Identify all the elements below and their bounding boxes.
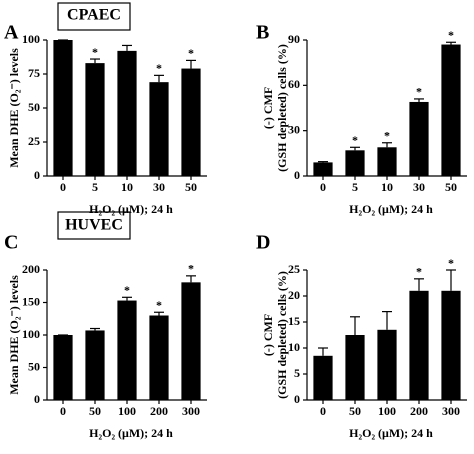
y-tick-label: 20 [288, 288, 300, 302]
x-axis-label: H₂O₂ (μM); 24 h [89, 202, 173, 216]
bar [313, 355, 333, 400]
y-tick-label: 200 [22, 262, 40, 276]
x-tick-label: 5 [352, 180, 358, 194]
x-tick-label: 0 [60, 404, 66, 418]
y-tick-label: 0 [34, 168, 40, 182]
significance-marker: * [188, 262, 194, 276]
bar [117, 50, 137, 176]
y-tick-label: 0 [294, 168, 300, 182]
panel-label: B [256, 22, 269, 44]
cell-label: HUVEC [65, 217, 123, 234]
cell-label-box [57, 2, 131, 31]
y-tick-label: 60 [288, 77, 300, 91]
x-tick-label: 200 [410, 404, 428, 418]
y-tick-label: 100 [22, 32, 40, 46]
significance-marker: * [416, 265, 422, 279]
y-tick-label: 10 [288, 340, 300, 354]
y-tick-label: 30 [288, 122, 300, 136]
x-tick-label: 50 [349, 404, 361, 418]
significance-marker: * [448, 28, 454, 42]
x-axis-label: H₂O₂ (μM); 24 h [349, 426, 433, 440]
y-tick-label: 50 [28, 359, 40, 373]
significance-marker: * [352, 133, 358, 147]
x-tick-label: 50 [185, 180, 197, 194]
y-axis-label: (-) CMF [261, 87, 275, 129]
y-tick-label: 100 [22, 327, 40, 341]
significance-marker: * [156, 61, 162, 75]
x-tick-label: 10 [121, 180, 133, 194]
bar [377, 147, 397, 176]
bar [441, 290, 461, 400]
x-tick-label: 100 [378, 404, 396, 418]
bar [313, 162, 333, 176]
bar [409, 290, 429, 400]
significance-marker: * [384, 129, 390, 143]
y-tick-label: 25 [288, 262, 300, 276]
significance-marker: * [188, 46, 194, 60]
y-axis-label: Mean DHE (O₂⁻) levels [7, 48, 21, 168]
x-axis-label: H₂O₂ (μM); 24 h [89, 426, 173, 440]
panel-label: D [256, 232, 270, 254]
bar [85, 63, 105, 177]
y-tick-label: 90 [288, 32, 300, 46]
y-tick-label: 25 [28, 134, 40, 148]
bar [53, 40, 73, 176]
y-axis-label: (-) CMF [261, 314, 275, 356]
bar [117, 300, 137, 400]
panel-label: A [4, 22, 19, 44]
x-tick-label: 100 [118, 404, 136, 418]
x-tick-label: 300 [442, 404, 460, 418]
y-tick-label: 150 [22, 294, 40, 308]
bar [85, 330, 105, 400]
x-tick-label: 50 [89, 404, 101, 418]
x-tick-label: 0 [320, 404, 326, 418]
x-tick-label: 10 [381, 180, 393, 194]
significance-marker: * [156, 298, 162, 312]
panel-label: C [4, 232, 18, 254]
x-tick-label: 300 [182, 404, 200, 418]
y-tick-label: 75 [28, 66, 40, 80]
x-tick-label: 0 [60, 180, 66, 194]
bar [181, 68, 201, 176]
bar [345, 335, 365, 400]
x-tick-label: 50 [445, 180, 457, 194]
bar [345, 150, 365, 176]
significance-marker: * [124, 283, 130, 297]
y-tick-label: 50 [28, 100, 40, 114]
cell-label: CPAEC [67, 7, 121, 24]
x-tick-label: 0 [320, 180, 326, 194]
bar [181, 282, 201, 400]
significance-marker: * [416, 85, 422, 99]
bar [149, 82, 169, 176]
x-axis-label: H₂O₂ (μM); 24 h [349, 202, 433, 216]
bar [409, 101, 429, 176]
x-tick-label: 5 [92, 180, 98, 194]
y-tick-label: 15 [288, 314, 300, 328]
bar [377, 329, 397, 400]
x-tick-label: 200 [150, 404, 168, 418]
x-tick-label: 30 [153, 180, 165, 194]
x-tick-label: 30 [413, 180, 425, 194]
y-axis-label: (GSH depleted) cells (%) [275, 44, 289, 172]
cell-label-box [57, 211, 131, 240]
bar [441, 44, 461, 177]
significance-marker: * [92, 45, 98, 59]
bar [53, 335, 73, 400]
y-axis-label: Mean DHE (O₂⁻) levels [7, 275, 21, 395]
y-axis-label: (GSH depleted) cells (%) [275, 271, 289, 399]
bar [149, 315, 169, 400]
y-tick-label: 5 [294, 366, 300, 380]
y-tick-label: 0 [34, 392, 40, 406]
y-tick-label: 0 [294, 392, 300, 406]
significance-marker: * [448, 256, 454, 270]
